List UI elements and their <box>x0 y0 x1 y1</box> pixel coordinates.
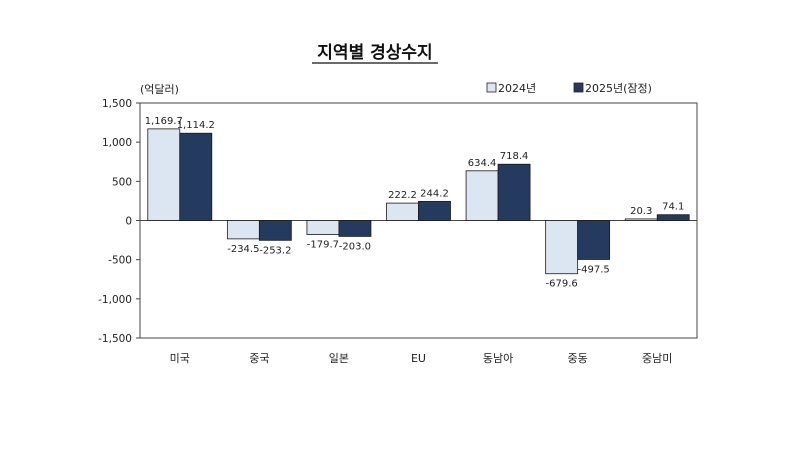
x-tick-label: 동남아 <box>483 352 513 365</box>
y-axis: 1,500 1,000 500 0 -500 -1,000 -1,500 <box>98 98 140 345</box>
y-tick-label: 1,000 <box>102 137 132 149</box>
x-axis: 미국 중국 일본 EU 동남아 중동 중남미 <box>170 351 673 365</box>
data-label: 1,169.7 <box>145 116 183 127</box>
bar-2024 <box>226 220 260 240</box>
bar-2024 <box>465 170 499 221</box>
bar-2024 <box>624 218 658 221</box>
data-label: -497.5 <box>578 264 610 275</box>
x-tick-label: 중국 <box>249 352 269 365</box>
y-tick-label: 1,500 <box>102 98 132 110</box>
data-label: 74.1 <box>662 202 684 213</box>
legend-label-2024: 2024년 <box>498 82 536 95</box>
y-tick-label: -1,000 <box>98 294 132 306</box>
x-tick-label: 중동 <box>568 352 588 365</box>
x-tick-label: 미국 <box>170 352 190 365</box>
data-label: 1,114.2 <box>177 120 215 131</box>
legend-label-2025: 2025년(잠정) <box>585 82 652 95</box>
bar-2025 <box>497 163 531 221</box>
x-tick-label: EU <box>411 352 426 365</box>
y-tick-label: -1,500 <box>98 333 132 345</box>
bar-2024 <box>306 220 340 235</box>
data-label: 20.3 <box>630 206 652 217</box>
x-tick-label: 중남미 <box>642 352 672 365</box>
chart-title: 지역별 경상수지 <box>317 43 432 63</box>
data-label: -253.2 <box>259 245 291 256</box>
data-label: 222.2 <box>388 190 417 201</box>
data-label: -679.6 <box>546 279 578 290</box>
bar-2025 <box>577 220 611 260</box>
legend-swatch-2024 <box>486 82 497 93</box>
y-tick-label: -500 <box>108 255 132 267</box>
legend-swatch-2025 <box>573 82 584 93</box>
y-tick-label: 0 <box>125 216 132 228</box>
bar-2024 <box>386 202 419 221</box>
x-tick-label: 일본 <box>329 351 349 365</box>
y-tick-label: 500 <box>112 176 132 188</box>
value-labels: 1,169.71,114.2 -234.5 -253.2 -179.7 -203.0 22… <box>145 116 685 290</box>
bar-2025 <box>179 132 213 221</box>
bar-2024 <box>545 220 579 275</box>
bar-2025 <box>656 214 690 221</box>
data-label: 244.2 <box>420 188 449 199</box>
data-label: -203.0 <box>339 241 371 252</box>
data-label: 718.4 <box>500 151 529 162</box>
bar-2025 <box>418 200 451 221</box>
bar-2025 <box>258 220 292 241</box>
data-label: -234.5 <box>227 244 259 255</box>
legend: 2024년 2025년(잠정) <box>486 82 652 95</box>
data-label: 634.4 <box>468 158 497 169</box>
data-label: -179.7 <box>307 240 339 251</box>
unit-label: (억달러) <box>140 83 179 96</box>
bar-2024 <box>147 128 181 221</box>
bars <box>147 128 690 275</box>
bar-2025 <box>338 220 372 237</box>
